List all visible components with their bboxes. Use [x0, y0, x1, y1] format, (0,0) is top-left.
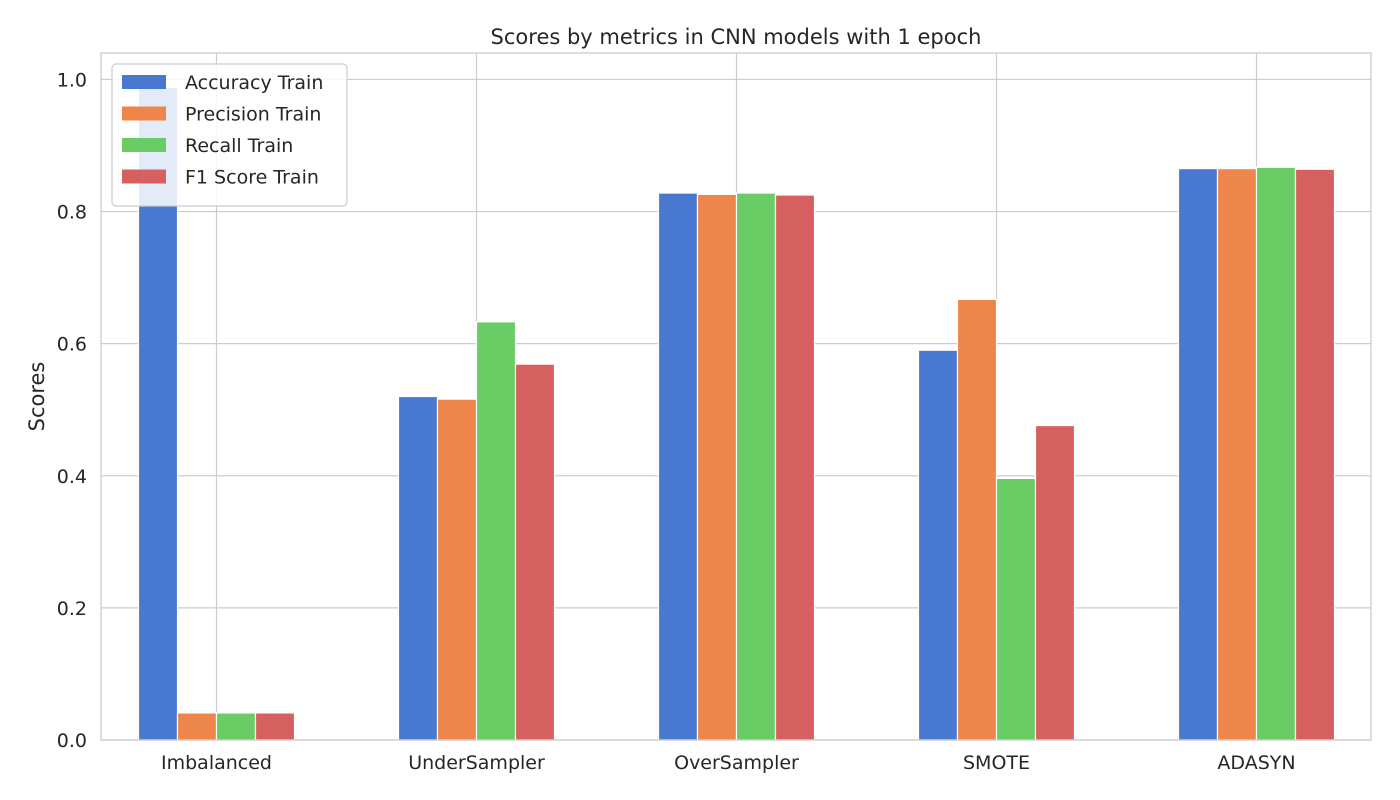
y-tick-label: 0.4 — [57, 466, 87, 488]
y-axis-title: Scores — [25, 362, 49, 432]
legend-swatch — [122, 75, 166, 89]
bar — [436, 398, 478, 741]
bar — [176, 712, 218, 741]
bars-layer — [137, 86, 1336, 741]
x-tick-label: OverSampler — [674, 752, 799, 774]
chart-title: Scores by metrics in CNN models with 1 e… — [491, 25, 982, 49]
bar — [397, 395, 439, 741]
bar — [774, 194, 816, 741]
bar — [475, 321, 517, 741]
bar — [956, 298, 998, 741]
y-tick-label: 0.8 — [57, 202, 87, 224]
bar — [1034, 424, 1076, 741]
legend-label: Accuracy Train — [185, 72, 323, 94]
bar — [1255, 166, 1297, 741]
y-tick-label: 1.0 — [57, 69, 87, 91]
legend: Accuracy Train Precision Train Recall Trai… — [111, 63, 348, 207]
bar — [696, 193, 738, 741]
y-tick-label: 0.2 — [57, 598, 87, 620]
legend-swatch — [122, 106, 166, 121]
legend-swatch — [122, 138, 166, 152]
legend-label: Precision Train — [185, 104, 321, 126]
x-tick-label: Imbalanced — [161, 752, 272, 774]
bar — [514, 363, 556, 741]
bar — [1216, 168, 1258, 741]
legend-box — [111, 63, 348, 207]
plot-frame — [100, 52, 1372, 741]
ticks-layer: 0.0 0.2 0.4 0.6 0.8 1.0 Imbalanced UnderSampler… — [57, 69, 1296, 774]
bar — [657, 192, 699, 741]
bar — [995, 477, 1037, 741]
bar — [1177, 168, 1219, 741]
x-tick-label: UnderSampler — [408, 752, 545, 774]
y-tick-label: 0.0 — [57, 730, 87, 752]
bar — [215, 712, 257, 741]
x-tick-label: ADASYN — [1217, 752, 1295, 774]
bar — [735, 192, 777, 741]
bar — [917, 349, 959, 741]
legend-label: Recall Train — [185, 135, 293, 157]
x-tick-label: SMOTE — [963, 752, 1030, 774]
bar — [1294, 168, 1336, 741]
legend-swatch — [122, 169, 166, 184]
bar — [254, 712, 296, 741]
legend-label: F1 Score Train — [185, 167, 319, 189]
y-tick-label: 0.6 — [57, 334, 87, 356]
